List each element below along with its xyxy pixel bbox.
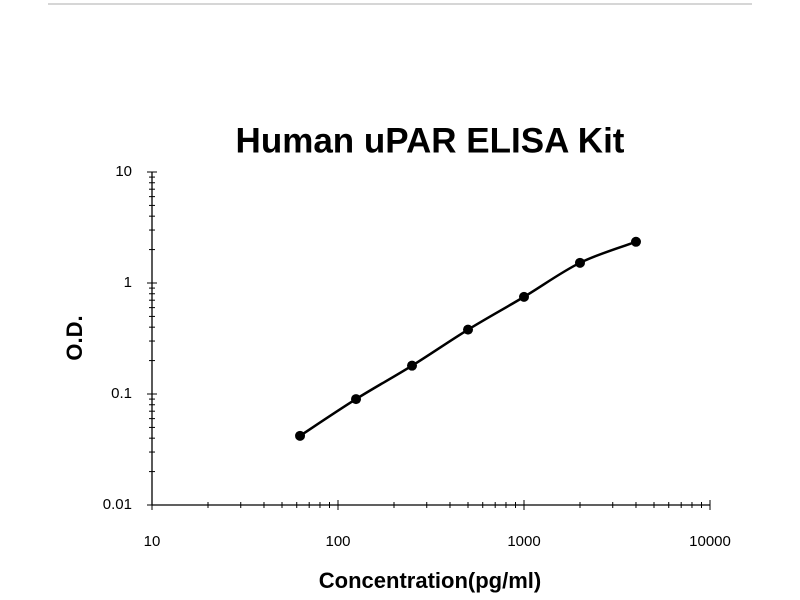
data-point [407,360,418,371]
y-axis-label: O.D. [62,315,87,360]
y-tick-label: 1 [124,274,132,291]
data-point [463,324,474,335]
chart-title: Human uPAR ELISA Kit [236,121,625,160]
data-point [295,430,306,441]
data-point [630,236,641,247]
data-point [519,291,529,302]
y-tick-label: 0.1 [111,385,132,402]
y-tick-label: 10 [115,163,132,180]
x-tick-label: 10000 [689,533,731,550]
x-tick-label: 1000 [507,533,540,550]
curve [299,240,637,437]
data-point [351,394,362,405]
x-tick-label: 10 [144,533,161,550]
y-tick-label: 0.01 [103,496,132,513]
x-tick-label: 100 [325,533,350,550]
data-point [574,257,585,268]
x-axis-label: Concentration(pg/ml) [319,568,541,593]
